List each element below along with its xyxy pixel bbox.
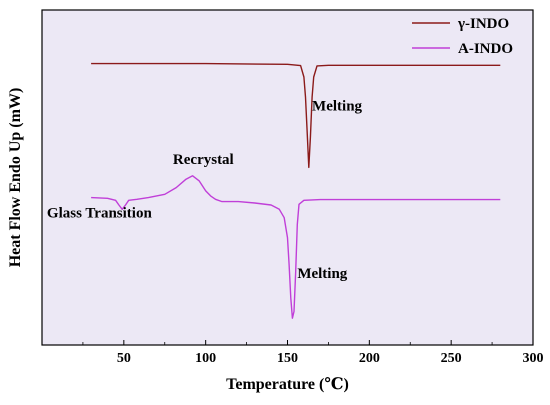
annotation-label: Melting [297,266,347,282]
series-line-gamma-indo [91,62,501,169]
y-axis-title: Heat Flow Endo Up (mW) [7,88,24,268]
legend: γ-INDO A-INDO [412,16,513,57]
x-axis-ticks: 50 100 150 200 250 300 [82,340,544,366]
x-tick-label: 50 [117,351,131,366]
legend-label: γ-INDO [457,16,509,32]
annotation-layer: Melting Recrystal Glass Transition Melting [47,99,363,283]
legend-label: A-INDO [458,41,513,57]
annotation-label: Glass Transition [47,206,153,222]
x-tick-label: 200 [359,351,380,366]
annotation-label: Melting [312,99,362,115]
x-tick-label: 300 [523,351,544,366]
x-tick-label: 250 [441,351,462,366]
annotation-label: Recrystal [173,152,234,168]
x-tick-label: 150 [277,351,298,366]
series-line-a-indo [91,175,501,319]
series-layer [91,62,501,319]
x-tick-label: 100 [195,351,216,366]
plot-area [41,9,534,346]
x-axis-title: Temperature (℃) [226,376,349,393]
